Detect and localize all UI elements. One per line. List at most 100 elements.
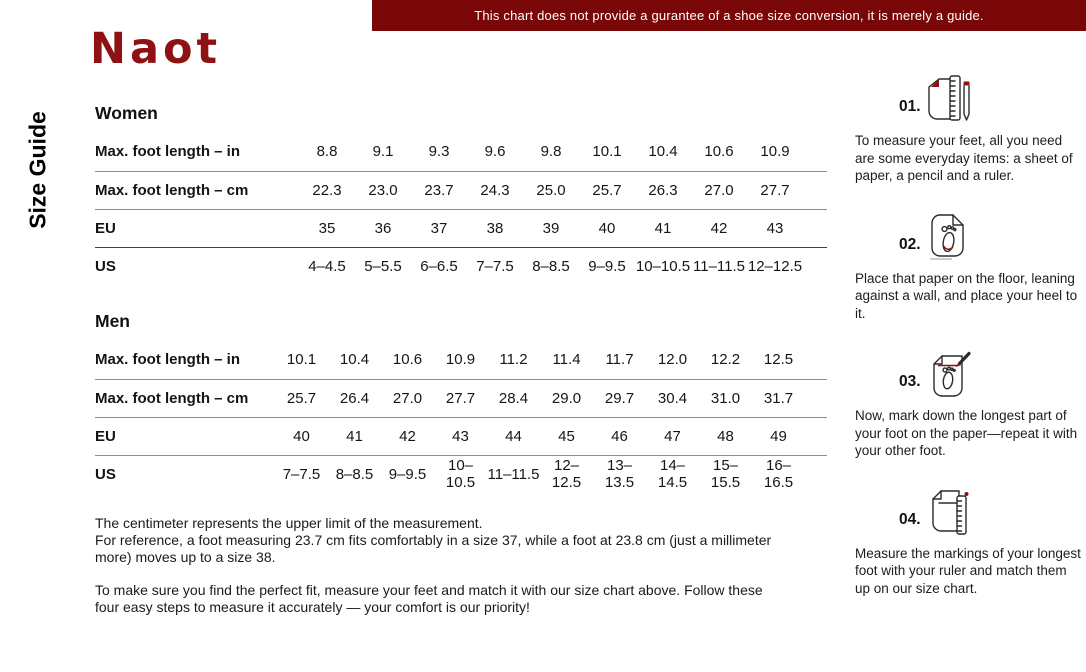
- size-row: EU 40 41 42 43 44 45 46 47 48 49: [95, 417, 827, 456]
- table-spacer: [803, 247, 827, 285]
- size-value-cell: 49: [752, 417, 805, 456]
- size-value-cell: 43: [747, 209, 803, 248]
- paper-footprint-pencil-icon: [932, 351, 971, 397]
- size-row: US 7–7.5 8–8.5 9–9.5 10–10.5 11–11.5 12–12.5 13…: [95, 455, 827, 493]
- size-value-cell: 38: [467, 209, 523, 248]
- size-value-cell: 35: [299, 209, 355, 248]
- men-section: Men Max. foot length – in 10.1 10.4 10.6 10.…: [95, 311, 827, 493]
- size-value-cell: 8.8: [299, 133, 355, 172]
- size-value-cell: 41: [328, 417, 381, 456]
- size-value-cell: 10.4: [635, 133, 691, 172]
- step-1-text: To measure your feet, all you need are s…: [855, 133, 1073, 183]
- size-value-cell: 11–11.5: [693, 257, 745, 275]
- size-value-cell: 10.1: [579, 133, 635, 172]
- size-value-cell: 40: [275, 417, 328, 456]
- size-row: US 4–4.5 5–5.5 6–6.5 7–7.5 8–8.5 9–9.5 10–10.5 1…: [95, 247, 827, 285]
- size-value-cell: 16–16.5: [763, 457, 794, 492]
- step-2: 02. Place that paper on the floor, leani…: [855, 212, 1085, 323]
- disclaimer-text: This chart does not provide a gurantee o…: [474, 8, 984, 23]
- row-label: Max. foot length – cm: [95, 171, 299, 210]
- size-value-cell: 46: [593, 417, 646, 456]
- size-row: EU 35 36 37 38 39 40 41 42 43: [95, 209, 827, 248]
- table-spacer: [805, 341, 827, 380]
- size-value-cell: 10.4: [328, 341, 381, 380]
- size-value-cell: 36: [355, 209, 411, 248]
- step-4-number: 04.: [899, 510, 921, 528]
- step-2-text: Place that paper on the floor, leaning a…: [855, 270, 1078, 321]
- size-value-cell: 10.6: [381, 341, 434, 380]
- disclaimer-banner: This chart does not provide a gurantee o…: [372, 0, 1086, 31]
- note-fit: To make sure you find the perfect fit, m…: [95, 582, 763, 615]
- size-value-cell: 23.0: [355, 171, 411, 210]
- size-value-cell: 39: [523, 209, 579, 248]
- size-value-cell: 27.0: [381, 379, 434, 418]
- size-value-cell: 12–12.5: [551, 457, 582, 492]
- size-value-cell: 9–9.5: [388, 465, 427, 483]
- size-value-cell: 11.4: [540, 341, 593, 380]
- step-4-header: 04.: [899, 487, 1085, 539]
- size-value-cell: 10–10.5: [445, 457, 476, 492]
- size-value-cell: 12.2: [699, 341, 752, 380]
- note-measurement: The centimeter represents the upper limi…: [95, 515, 789, 566]
- size-value-cell: 15–15.5: [710, 457, 741, 492]
- measure-steps: 01. To measure your feet, all you need a…: [855, 74, 1085, 624]
- size-value-cell: 41: [635, 209, 691, 248]
- size-value-cell: 13–13.5: [604, 457, 635, 492]
- size-value-cell: 45: [540, 417, 593, 456]
- size-value-cell: 25.7: [275, 379, 328, 418]
- size-value-cell: 10.6: [691, 133, 747, 172]
- size-value-cell: 5–5.5: [364, 257, 402, 275]
- step-4: 04. Measure the markings of your longest…: [855, 487, 1085, 598]
- size-value-cell: 10.1: [275, 341, 328, 380]
- table-spacer: [803, 133, 827, 172]
- size-value-cell: 12.5: [752, 341, 805, 380]
- women-size-table: Max. foot length – in 8.8 9.1 9.3 9.6 9.8 10.1…: [95, 133, 827, 285]
- step-4-text: Measure the markings of your longest foo…: [855, 545, 1081, 596]
- naot-logo: Naot: [90, 24, 222, 74]
- size-value-cell: 10.9: [747, 133, 803, 172]
- size-value-cell: 7–7.5: [282, 465, 321, 483]
- size-value-cell: 29.7: [593, 379, 646, 418]
- note-measurement-line2: For reference, a foot measuring 23.7 cm …: [95, 532, 772, 565]
- size-value-cell: 26.3: [635, 171, 691, 210]
- size-value-cell: 7–7.5: [476, 257, 514, 275]
- size-value-cell: 14–14.5: [657, 457, 688, 492]
- women-heading: Women: [95, 103, 158, 123]
- size-value-cell: 48: [699, 417, 752, 456]
- size-value-cell: 22.3: [299, 171, 355, 210]
- size-value-cell: 9–9.5: [588, 257, 626, 275]
- step-3-header: 03.: [899, 349, 1085, 401]
- size-value-cell: 25.7: [579, 171, 635, 210]
- size-value-cell: 47: [646, 417, 699, 456]
- paper-ruler-icon: [931, 489, 969, 535]
- row-label: Max. foot length – in: [95, 133, 299, 172]
- step-3-number: 03.: [899, 373, 921, 390]
- size-value-cell: 4–4.5: [308, 257, 346, 275]
- size-value-cell: 11.2: [487, 341, 540, 380]
- size-value-cell: 27.0: [691, 171, 747, 210]
- size-row: Max. foot length – in 10.1 10.4 10.6 10.9 11.…: [95, 341, 827, 380]
- step-2-number: 02.: [899, 235, 921, 253]
- size-value-cell: 27.7: [434, 379, 487, 418]
- size-value-cell: 37: [411, 209, 467, 248]
- row-label: Max. foot length – cm: [95, 379, 275, 418]
- table-spacer: [805, 379, 827, 418]
- step-3-text: Now, mark down the longest part of your …: [855, 408, 1078, 458]
- size-value-cell: 30.4: [646, 379, 699, 418]
- size-value-cell: 23.7: [411, 171, 467, 210]
- size-value-cell: 44: [487, 417, 540, 456]
- men-heading: Men: [95, 311, 130, 331]
- size-value-cell: 24.3: [467, 171, 523, 210]
- note-measurement-line1: The centimeter represents the upper limi…: [95, 515, 483, 531]
- size-value-cell: 12–12.5: [747, 257, 803, 275]
- size-value-cell: 11–11.5: [487, 465, 540, 483]
- size-value-cell: 26.4: [328, 379, 381, 418]
- row-label: US: [95, 465, 116, 483]
- size-value-cell: 43: [434, 417, 487, 456]
- row-label: EU: [95, 209, 299, 248]
- size-value-cell: 27.7: [747, 171, 803, 210]
- size-value-cell: 31.7: [752, 379, 805, 418]
- size-value-cell: 10.9: [434, 341, 487, 380]
- size-value-cell: 40: [579, 209, 635, 248]
- size-value-cell: 12.0: [646, 341, 699, 380]
